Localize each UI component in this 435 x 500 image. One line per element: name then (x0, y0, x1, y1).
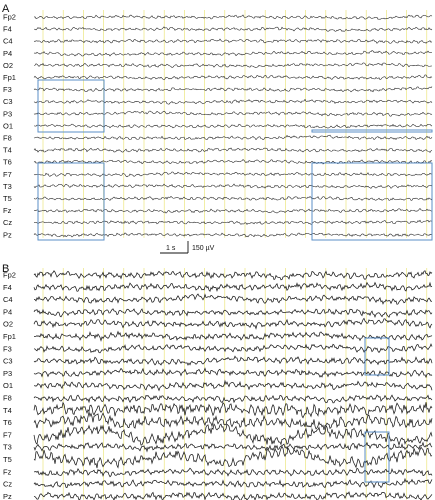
channel-label-t5: T5 (3, 194, 12, 203)
eeg-trace-p3 (33, 367, 433, 379)
eeg-trace-f8 (33, 134, 433, 141)
panel-a-gridlines (42, 10, 428, 238)
panel-b-traces (33, 270, 433, 500)
channel-label-fz: Fz (3, 206, 12, 215)
channel-label-c3: C3 (3, 357, 13, 366)
eeg-trace-c3 (33, 355, 433, 366)
eeg-trace-o1 (33, 379, 433, 392)
eeg-trace-c4 (33, 38, 433, 44)
channel-label-o1: O1 (3, 381, 13, 390)
scale-time-label: 1 s (166, 245, 176, 252)
channel-label-pz: Pz (3, 230, 12, 239)
channel-label-fp1: Fp1 (3, 73, 16, 82)
panel-a-channel-labels: Fp2 F4 C4 P4 O2 Fp1 F3 C3 P3 O1 F8 T4 T6 F7 T3 T5 Fz Cz Pz (3, 13, 16, 240)
highlight-box (37, 79, 105, 133)
channel-label-p3: P3 (3, 109, 12, 118)
eeg-trace-f8 (33, 394, 433, 404)
eeg-trace-fp1 (33, 330, 433, 342)
eeg-trace-cz (33, 219, 433, 225)
eeg-trace-t3 (33, 441, 433, 453)
panel-a-label: A (2, 3, 10, 15)
channel-label-f8: F8 (3, 134, 12, 143)
channel-label-c3: C3 (3, 97, 13, 106)
channel-label-f3: F3 (3, 344, 12, 353)
channel-label-p4: P4 (3, 49, 12, 58)
channel-label-cz: Cz (3, 218, 12, 227)
panel-b: B Fp2 F4 C4 P4 O2 Fp1 F3 C3 P3 O1 F8 T4 T6 F7 T3 T5 Fz Cz… (2, 263, 433, 500)
eeg-trace-f7 (33, 423, 433, 447)
channel-label-f7: F7 (3, 430, 12, 439)
eeg-trace-f3 (33, 86, 433, 93)
eeg-trace-o2 (33, 62, 433, 68)
panel-b-label: B (2, 263, 9, 275)
scale-bar: 1 s 150 µV (160, 241, 215, 254)
channel-label-fp2: Fp2 (3, 13, 16, 22)
channel-label-t6: T6 (3, 158, 12, 167)
channel-label-o2: O2 (3, 320, 13, 329)
eeg-trace-p4 (33, 308, 433, 319)
channel-label-fp2: Fp2 (3, 271, 16, 280)
channel-label-f3: F3 (3, 85, 12, 94)
eeg-trace-t4 (33, 401, 433, 419)
eeg-trace-o2 (33, 317, 433, 330)
eeg-trace-f7 (33, 171, 433, 178)
eeg-trace-p4 (33, 50, 433, 57)
eeg-trace-o1 (33, 123, 433, 129)
scale-amplitude-label: 150 µV (192, 245, 215, 252)
eeg-trace-t6 (33, 159, 433, 165)
channel-label-fz: Fz (3, 467, 12, 476)
channel-label-fp1: Fp1 (3, 332, 16, 341)
channel-label-p4: P4 (3, 307, 12, 316)
channel-label-o1: O1 (3, 121, 13, 130)
eeg-trace-fz (33, 467, 433, 478)
panel-a-traces (33, 14, 433, 238)
highlight-box (311, 162, 433, 241)
channel-label-f4: F4 (3, 283, 12, 292)
eeg-trace-fp1 (33, 74, 433, 81)
channel-label-f8: F8 (3, 394, 12, 403)
channel-label-t4: T4 (3, 146, 12, 155)
panel-a: A Fp2 F4 C4 P4 O2 Fp1 F3 C3 P3 O1 F8 T4 T6 F7 T3 T5 Fz Cz… (2, 3, 433, 241)
eeg-trace-fz (33, 208, 433, 214)
channel-label-c4: C4 (3, 37, 13, 46)
channel-label-t3: T3 (3, 443, 12, 452)
channel-label-cz: Cz (3, 480, 12, 489)
channel-label-p3: P3 (3, 369, 12, 378)
channel-label-t4: T4 (3, 406, 12, 415)
eeg-trace-fp2 (33, 270, 433, 281)
eeg-trace-t3 (33, 183, 433, 189)
eeg-trace-c3 (33, 98, 433, 105)
panel-b-channel-labels: Fp2 F4 C4 P4 O2 Fp1 F3 C3 P3 O1 F8 T4 T6 F7 T3 T5 Fz Cz Pz (3, 271, 16, 500)
highlight-box (311, 129, 433, 133)
channel-label-t5: T5 (3, 455, 12, 464)
channel-label-f4: F4 (3, 25, 12, 34)
eeg-trace-t4 (33, 147, 433, 153)
highlight-box (364, 337, 390, 376)
eeg-trace-f3 (33, 343, 433, 354)
channel-label-t6: T6 (3, 418, 12, 427)
eeg-trace-c4 (33, 293, 433, 305)
channel-label-c4: C4 (3, 295, 13, 304)
eeg-trace-t5 (33, 196, 433, 201)
highlight-box (37, 162, 105, 241)
eeg-trace-f4 (33, 281, 433, 293)
eeg-trace-p3 (33, 110, 433, 117)
eeg-trace-f4 (33, 26, 433, 32)
eeg-trace-fp2 (33, 14, 433, 20)
eeg-trace-pz (33, 491, 433, 500)
panel-a-highlight-boxes (37, 79, 433, 241)
eeg-trace-t6 (33, 412, 433, 430)
eeg-trace-t5 (33, 445, 433, 469)
eeg-trace-pz (33, 232, 433, 238)
channel-label-f7: F7 (3, 170, 12, 179)
highlight-box (364, 431, 390, 483)
channel-label-t3: T3 (3, 182, 12, 191)
channel-label-o2: O2 (3, 61, 13, 70)
panel-b-highlight-boxes (364, 337, 390, 483)
eeg-trace-cz (33, 477, 433, 489)
channel-label-pz: Pz (3, 492, 12, 500)
